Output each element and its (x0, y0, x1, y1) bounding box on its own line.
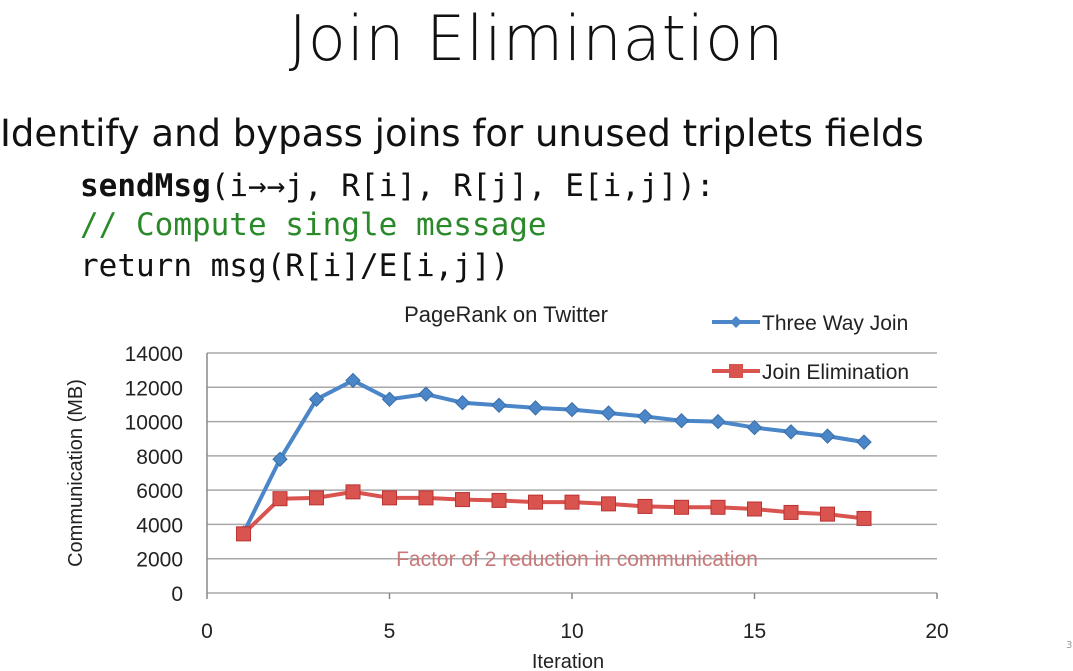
code-function-name: sendMsg (80, 168, 211, 204)
code-line-1: sendMsg(i→→j, R[i], R[j], E[i,j]): (80, 168, 715, 204)
data-point-square (272, 491, 288, 507)
y-tick-label: 2000 (136, 549, 183, 572)
slide-number: 3 (1066, 640, 1073, 651)
y-tick-label: 0 (171, 583, 183, 606)
x-tick-label: 10 (560, 620, 583, 643)
data-point-diamond (746, 419, 763, 436)
slide-title: Join Elimination (288, 2, 785, 75)
data-point-square (455, 492, 470, 508)
data-point-square (491, 492, 507, 508)
chart-title: PageRank on Twitter (404, 302, 608, 327)
x-tick-label: 5 (384, 620, 396, 643)
x-axis-label: Iteration (532, 651, 604, 671)
y-tick-label: 4000 (136, 514, 183, 537)
data-point-diamond (783, 424, 799, 440)
x-tick-label: 0 (201, 620, 213, 643)
y-axis-label: Communication (MB) (65, 379, 87, 567)
code-line-2: // Compute single message (80, 207, 547, 243)
data-point-diamond (637, 408, 653, 425)
data-point-square (564, 494, 580, 510)
chart-annotation: Factor of 2 reduction in communication (396, 548, 758, 571)
data-point-square (601, 496, 616, 512)
data-point-diamond (819, 428, 836, 444)
legend-marker-square (729, 364, 743, 378)
data-point-square (820, 506, 835, 522)
y-tick-label: 10000 (125, 412, 183, 435)
data-point-diamond (527, 400, 544, 416)
data-point-diamond (673, 413, 690, 429)
data-point-square (783, 504, 799, 520)
data-point-square (418, 490, 434, 506)
data-point-diamond (345, 372, 361, 389)
data-point-square (236, 526, 251, 542)
data-point-square (747, 501, 762, 517)
x-tick-label: 15 (743, 620, 766, 643)
legend-marker-diamond (730, 316, 742, 328)
data-point-diamond (308, 391, 325, 407)
data-point-diamond (381, 391, 398, 407)
y-tick-label: 8000 (136, 446, 183, 469)
code-line-3: return msg(R[i]/E[i,j]) (80, 248, 510, 284)
data-point-square (674, 499, 689, 515)
slide-subtitle: Identify and bypass joins for unused tri… (0, 112, 924, 155)
data-point-diamond (454, 395, 471, 411)
y-tick-label: 14000 (125, 343, 183, 366)
data-point-diamond (272, 451, 288, 467)
x-tick-label: 20 (925, 620, 948, 643)
data-point-square (528, 494, 543, 510)
data-point-square (710, 499, 726, 515)
y-tick-label: 12000 (125, 377, 183, 400)
legend-label: Join Elimination (762, 361, 909, 384)
data-point-square (309, 490, 324, 506)
data-point-diamond (710, 413, 726, 430)
legend-label: Three Way Join (762, 312, 908, 335)
data-point-diamond (564, 401, 580, 418)
data-point-diamond (856, 434, 872, 450)
data-point-square (382, 490, 397, 506)
data-point-diamond (491, 397, 507, 413)
data-point-diamond (418, 386, 434, 402)
data-point-square (637, 498, 653, 514)
data-point-diamond (600, 405, 617, 421)
data-point-square (856, 510, 872, 526)
code-function-args: (i→→j, R[i], R[j], E[i,j]): (210, 168, 715, 204)
data-point-square (345, 484, 361, 500)
series-line-1 (242, 489, 865, 536)
y-tick-label: 6000 (136, 480, 183, 503)
